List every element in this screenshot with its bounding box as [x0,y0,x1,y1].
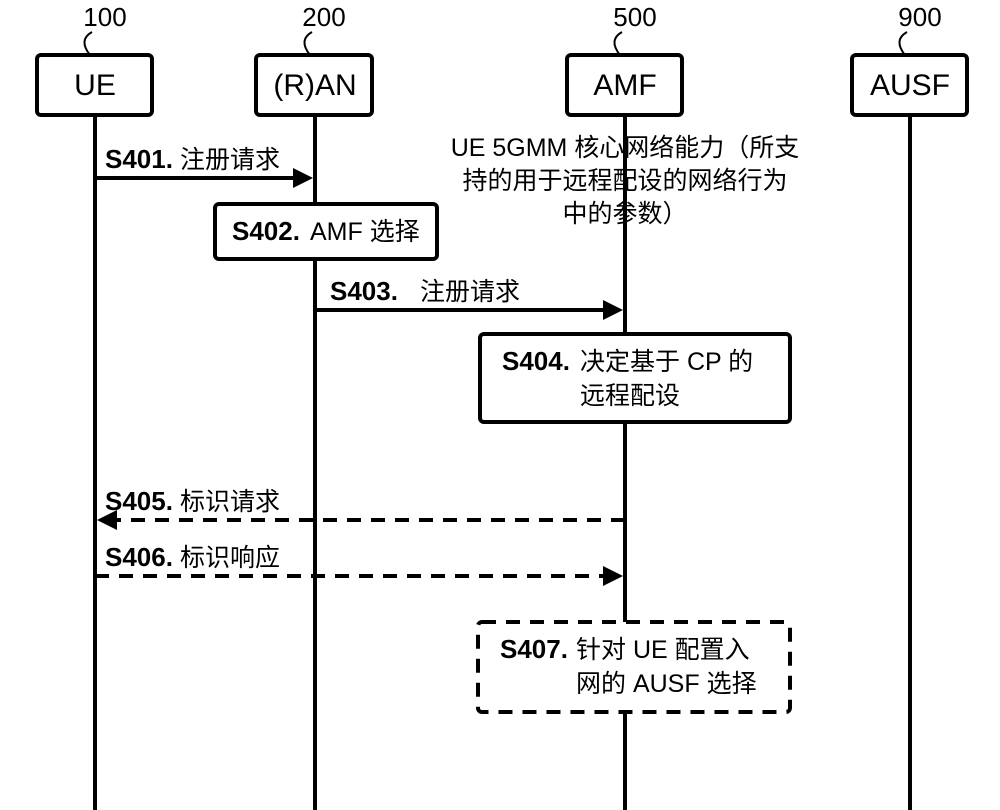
process-step-S402: S402. [232,216,300,246]
capability-note-line-0: UE 5GMM 核心网络能力（所支 [451,134,800,162]
arrowhead-icon [603,300,623,320]
arrowhead-icon [293,168,313,188]
process-label-S404-l1: 远程配设 [580,382,680,410]
process-label-S404-l0: 决定基于 CP 的 [580,348,753,376]
process-label-S407-l1: 网的 AUSF 选择 [576,670,757,698]
message-step-S403: S403. [330,276,398,306]
actor-label-ausf: AUSF [870,69,950,102]
capability-note-line-1: 持的用于远程配设的网络行为 [462,167,787,195]
message-label-S406: 标识响应 [180,544,280,572]
actor-id-ue: 100 [83,2,126,32]
actor-callout-ausf [899,32,907,55]
actor-callout-ue [84,32,92,55]
message-step-S401: S401. [105,144,173,174]
actor-label-amf: AMF [593,69,656,102]
actor-id-amf: 500 [613,2,656,32]
process-label-S402-l0: AMF 选择 [310,218,420,246]
capability-note-line-2: 中的参数） [562,200,687,228]
actor-id-ausf: 900 [898,2,941,32]
message-label-S401: 注册请求 [180,146,280,174]
actor-id-ran: 200 [302,2,345,32]
process-label-S407-l0: 针对 UE 配置入 [576,636,750,664]
actor-callout-ran [304,32,312,55]
message-label-S405: 标识请求 [180,488,280,516]
sequence-diagram: 100 UE 200 (R)AN 500 AMF 900 AUSF UE 5GMM 核心网络能力… [0,0,1000,810]
process-step-S404: S404. [502,346,570,376]
process-step-S407: S407. [500,634,568,664]
actor-callout-amf [614,32,622,55]
message-label-S403: 注册请求 [420,278,520,306]
actor-label-ue: UE [74,69,116,102]
message-step-S406: S406. [105,542,173,572]
message-step-S405: S405. [105,486,173,516]
arrowhead-icon [603,566,623,586]
actor-label-ran: (R)AN [273,69,356,102]
